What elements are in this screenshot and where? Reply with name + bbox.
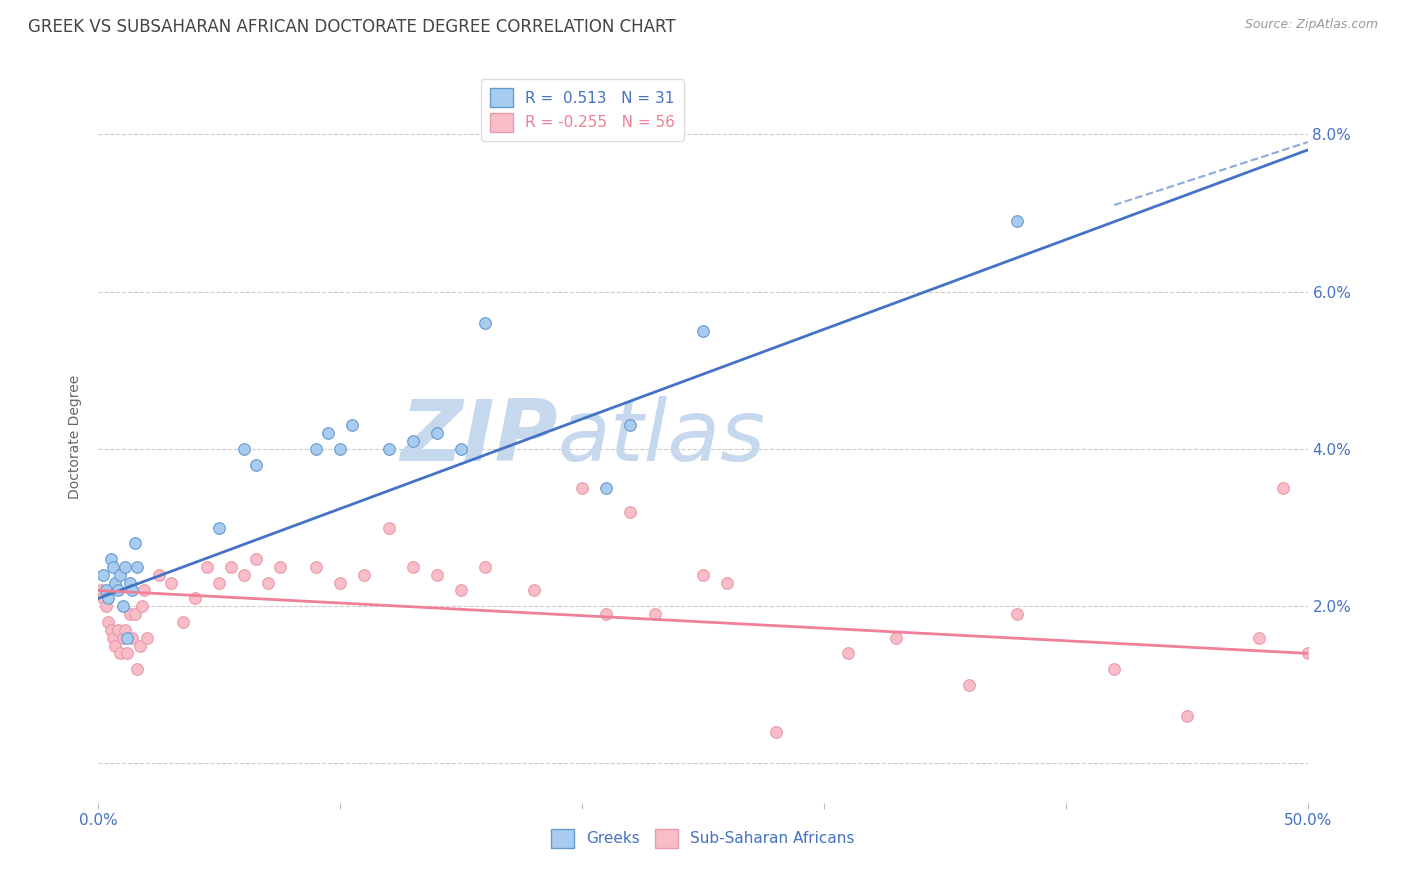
Point: [148, 567, 170, 582]
Point: [305, 442, 328, 456]
Point: [765, 725, 787, 739]
Point: [121, 583, 143, 598]
Point: [619, 505, 641, 519]
Point: [108, 646, 131, 660]
Point: [208, 520, 231, 534]
Point: [426, 567, 449, 582]
Point: [402, 559, 425, 574]
Point: [644, 607, 666, 621]
Point: [402, 434, 425, 448]
Point: [232, 567, 254, 582]
Point: [91, 567, 114, 582]
Point: [1296, 646, 1319, 660]
Point: [160, 575, 183, 590]
Point: [377, 442, 399, 456]
Point: [329, 442, 352, 456]
Point: [450, 583, 472, 598]
Point: [571, 481, 593, 495]
Point: [353, 567, 375, 582]
Point: [124, 536, 146, 550]
Point: [245, 552, 267, 566]
Point: [957, 678, 980, 692]
Point: [128, 639, 150, 653]
Point: [114, 559, 136, 574]
Point: [195, 559, 218, 574]
Point: [595, 607, 617, 621]
Point: [1175, 709, 1198, 723]
Point: [329, 575, 352, 590]
Point: [523, 583, 546, 598]
Y-axis label: Doctorate Degree: Doctorate Degree: [69, 375, 83, 500]
Point: [1272, 481, 1295, 495]
Point: [232, 442, 254, 456]
Point: [269, 559, 291, 574]
Point: [101, 559, 124, 574]
Point: [134, 583, 156, 598]
Text: atlas: atlas: [558, 395, 766, 479]
Point: [716, 575, 738, 590]
Point: [104, 575, 127, 590]
Point: [245, 458, 267, 472]
Point: [117, 646, 139, 660]
Point: [91, 591, 114, 606]
Point: [118, 575, 141, 590]
Point: [837, 646, 859, 660]
Point: [221, 559, 243, 574]
Point: [131, 599, 153, 614]
Point: [127, 662, 149, 676]
Point: [114, 623, 136, 637]
Point: [692, 567, 714, 582]
Point: [117, 631, 139, 645]
Point: [108, 567, 131, 582]
Point: [107, 623, 129, 637]
Point: [94, 599, 117, 614]
Point: [1249, 631, 1271, 645]
Point: [316, 426, 339, 441]
Text: GREEK VS SUBSAHARAN AFRICAN DOCTORATE DEGREE CORRELATION CHART: GREEK VS SUBSAHARAN AFRICAN DOCTORATE DE…: [28, 18, 676, 36]
Legend: Greeks, Sub-Saharan Africans: Greeks, Sub-Saharan Africans: [546, 822, 860, 854]
Point: [135, 631, 157, 645]
Point: [377, 520, 399, 534]
Point: [101, 631, 124, 645]
Point: [595, 481, 617, 495]
Point: [121, 631, 143, 645]
Point: [124, 607, 146, 621]
Point: [619, 418, 641, 433]
Point: [118, 607, 141, 621]
Point: [127, 559, 149, 574]
Point: [100, 552, 122, 566]
Point: [208, 575, 231, 590]
Point: [1007, 607, 1029, 621]
Point: [94, 583, 117, 598]
Point: [111, 599, 134, 614]
Text: Source: ZipAtlas.com: Source: ZipAtlas.com: [1244, 18, 1378, 31]
Point: [104, 639, 127, 653]
Point: [256, 575, 278, 590]
Point: [474, 559, 496, 574]
Point: [1102, 662, 1125, 676]
Point: [426, 426, 449, 441]
Point: [90, 583, 112, 598]
Point: [692, 324, 714, 338]
Point: [97, 615, 120, 629]
Point: [305, 559, 328, 574]
Point: [450, 442, 472, 456]
Point: [342, 418, 364, 433]
Point: [184, 591, 207, 606]
Point: [172, 615, 194, 629]
Text: ZIP: ZIP: [401, 395, 558, 479]
Point: [474, 316, 496, 330]
Point: [107, 583, 129, 598]
Point: [1007, 214, 1029, 228]
Point: [100, 623, 122, 637]
Point: [111, 631, 134, 645]
Point: [886, 631, 908, 645]
Point: [97, 591, 120, 606]
